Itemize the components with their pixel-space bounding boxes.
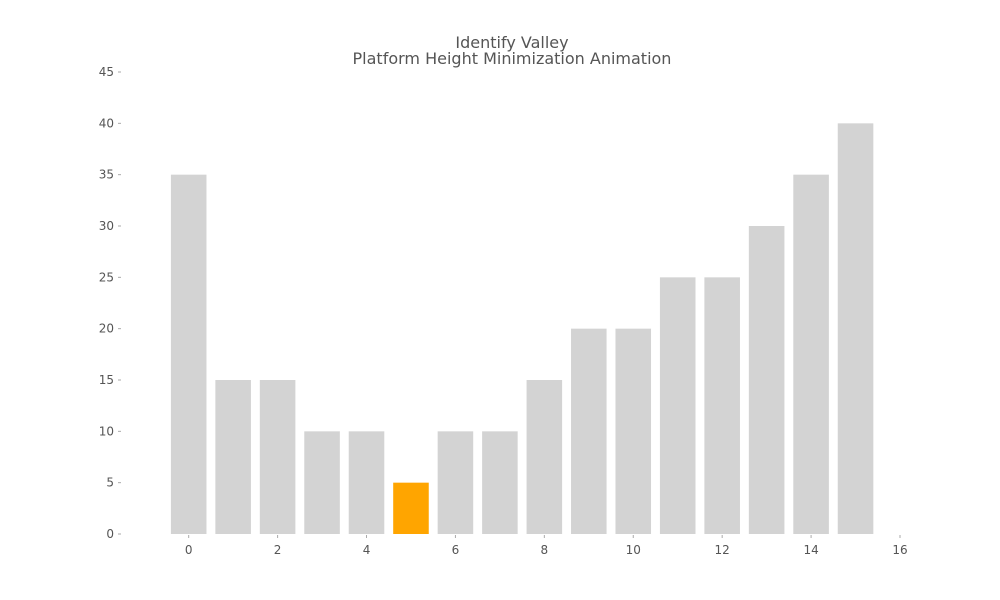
bar [704,277,740,534]
x-tick-label: 2 [274,543,282,557]
x-tick-label: 14 [803,543,818,557]
chart-title-line-2: Platform Height Minimization Animation [353,49,672,68]
x-axis: 0 2 4 6 8 10 12 14 16 [185,535,908,557]
bar [748,226,785,534]
x-tick-label: 16 [892,543,907,557]
x-tick-label: 0 [185,543,193,557]
bar [837,123,874,534]
y-tick-label: 15 [99,373,114,387]
y-tick-label: 40 [99,116,114,130]
bar [348,431,385,534]
bar [526,380,563,534]
bar [571,328,607,534]
bar [170,174,207,534]
bar-highlighted [393,482,429,534]
x-tick-label: 6 [452,543,460,557]
x-tick-label: 12 [715,543,730,557]
bar [482,431,518,534]
y-tick-label: 35 [99,168,114,182]
bar [215,380,251,534]
bar [437,431,474,534]
bar [793,174,829,534]
y-tick-label: 20 [99,322,114,336]
bar [615,328,652,534]
y-axis: 0 5 10 15 20 25 30 35 40 45 [99,65,121,541]
bar [259,380,296,534]
x-tick-label: 4 [363,543,371,557]
bars [170,123,874,534]
y-tick-label: 45 [99,65,114,79]
chart-title-line-1: Identify Valley [455,33,568,52]
x-tick-label: 8 [541,543,549,557]
y-tick-label: 25 [99,270,114,284]
y-tick-label: 30 [99,219,114,233]
y-tick-label: 5 [106,476,114,490]
y-tick-label: 10 [99,424,114,438]
bar [304,431,340,534]
bar [659,277,696,534]
y-tick-label: 0 [106,527,114,541]
x-tick-label: 10 [626,543,641,557]
